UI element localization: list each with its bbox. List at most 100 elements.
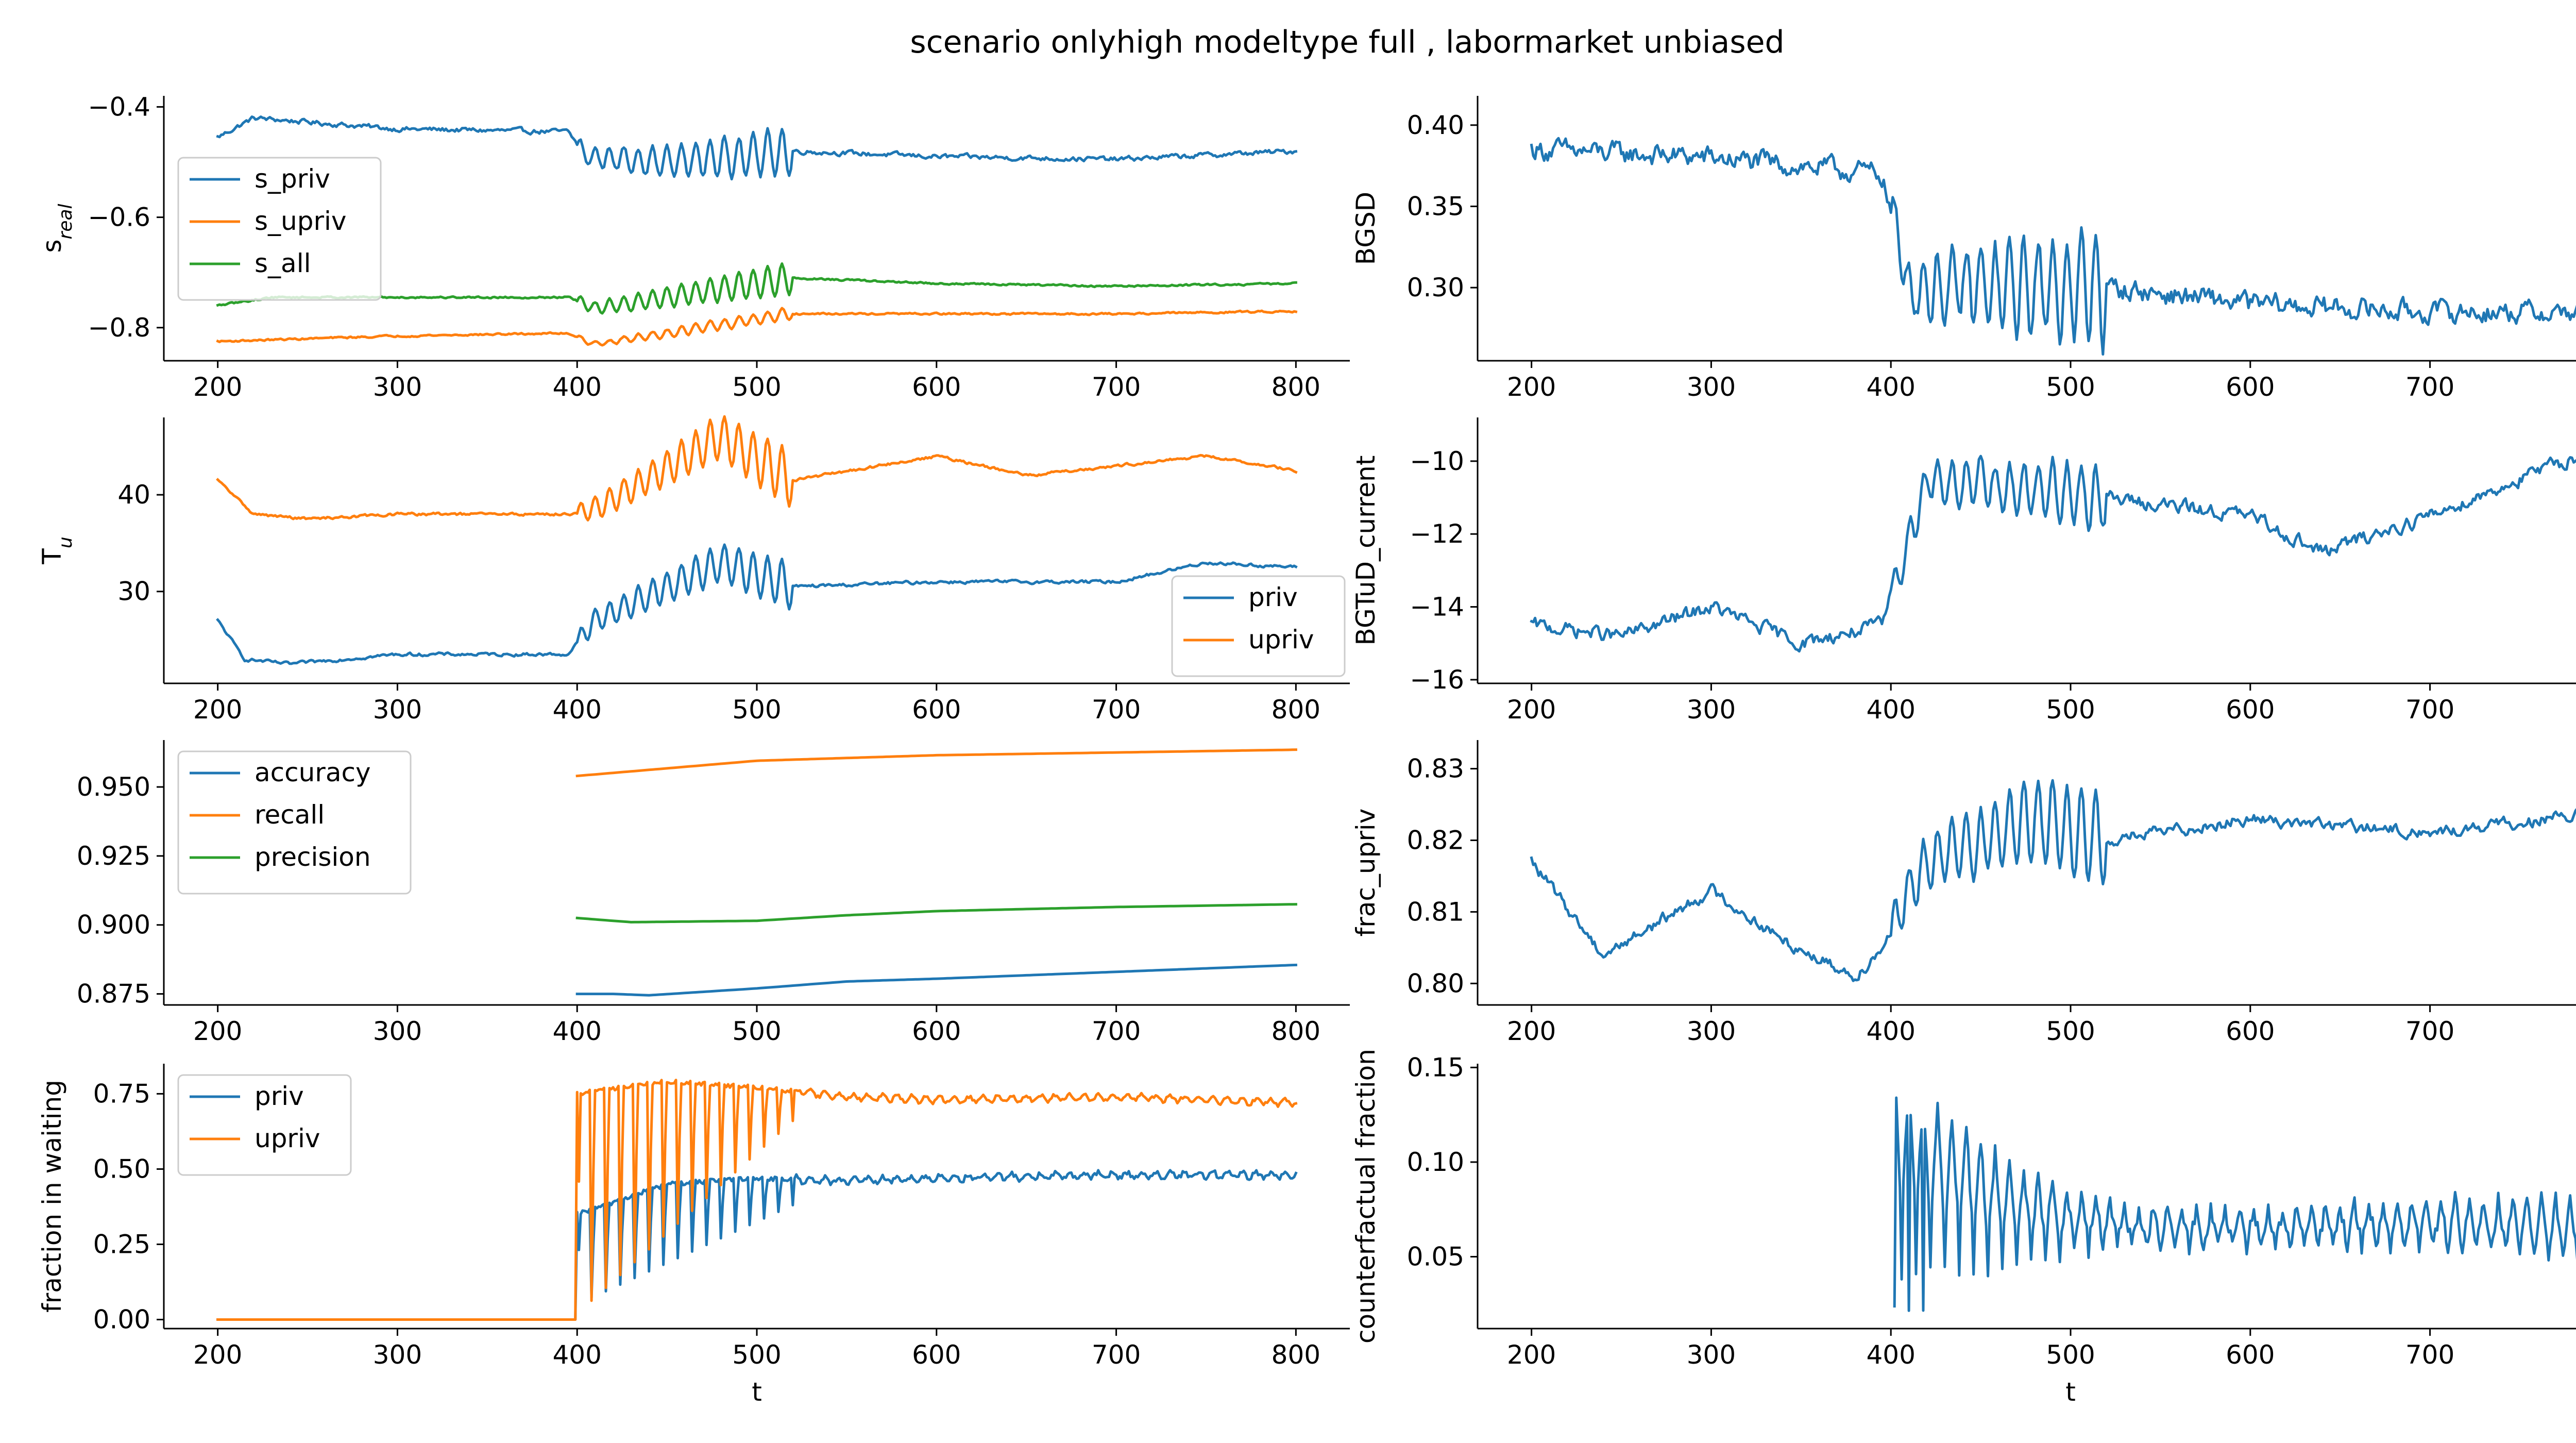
x-tick-label: 300 [373, 1016, 422, 1046]
panel-bgtud: 200300400500600700800−16−14−12−10BGTuD_c… [1351, 417, 2576, 725]
x-tick-label: 500 [2046, 1340, 2095, 1370]
x-tick-label: 400 [1866, 1340, 1915, 1370]
panels: 200 300 400 500 600 700 800−0.8−0.6−0.4sreals_… [37, 92, 2576, 1407]
y-tick-label: 0.950 [77, 772, 150, 802]
y-tick-label: 0.81 [1407, 897, 1464, 927]
y-tick-label: 0.15 [1407, 1052, 1464, 1082]
x-tick-label: 700 [2405, 695, 2454, 725]
frac_upriv-series [1530, 779, 2576, 982]
x-tick-label: 600 [2226, 695, 2275, 725]
x-tick-label: 700 [1092, 1340, 1141, 1370]
metrics-series [575, 748, 1297, 997]
x-tick-label: 600 [2226, 372, 2275, 402]
y-tick-label: −14 [1410, 592, 1464, 622]
x-tick-label: 500 [2046, 695, 2095, 725]
legend-entry: precision [255, 842, 371, 872]
y-tick-label: 0.80 [1407, 968, 1464, 998]
y-tick-label: 0.40 [1407, 110, 1464, 140]
legend-frame [177, 1074, 352, 1176]
x-tick-label: 300 [1687, 1340, 1736, 1370]
x-tick-label: 200 [193, 372, 242, 402]
x-tick-label: 600 [912, 695, 961, 725]
y-axis-label: fraction in waiting [37, 1080, 67, 1313]
y-tick-label: 0.35 [1407, 191, 1464, 221]
series-line-s-all [216, 262, 1297, 315]
x-tick-label: 400 [1866, 372, 1915, 402]
x-tick-label: 300 [373, 695, 422, 725]
waiting-series [216, 1079, 1298, 1321]
series-line-recall [575, 748, 1297, 778]
legend-entry: upriv [255, 1123, 320, 1153]
y-tick-label: 0.75 [93, 1079, 150, 1109]
series-line-s-upriv [216, 307, 1298, 347]
x-tick-label: 400 [1866, 695, 1915, 725]
series-line-priv [216, 543, 1298, 665]
y-tick-label: 0.925 [77, 841, 150, 871]
y-tick-label: −12 [1410, 519, 1464, 549]
y-tick-label: 0.875 [77, 979, 150, 1009]
panel-waiting: 200 300 400 500 600 700 800 0.00 0.25 0.50 0.75 fra… [37, 1064, 1350, 1407]
series-line-bgsd [1530, 137, 2576, 356]
legend-entry: s_all [255, 248, 311, 278]
y-tick-label: 0.30 [1407, 273, 1464, 303]
x-tick-label: 300 [1687, 1016, 1736, 1046]
y-tick-label: 0.10 [1407, 1147, 1464, 1177]
bgsd-series [1530, 137, 2576, 356]
legend-frame [1171, 575, 1346, 677]
legend-entry: priv [1248, 582, 1298, 612]
y-axis-label: BGTuD_current [1351, 456, 1381, 646]
x-tick-label: 800 [1272, 1016, 1320, 1046]
x-tick-label: 200 [1507, 1340, 1556, 1370]
series-line-accuracy [575, 963, 1297, 997]
y-axis-label: frac_upriv [1351, 809, 1381, 937]
y-tick-label: 0.00 [93, 1304, 150, 1334]
x-tick-label: 400 [552, 1016, 601, 1046]
y-tick-label: 0.82 [1407, 825, 1464, 855]
figure-title: scenario onlyhigh modeltype full , labor… [910, 24, 1784, 60]
x-tick-label: 600 [912, 1340, 961, 1370]
x-tick-label: 500 [732, 1340, 781, 1370]
legend-entry: upriv [1248, 625, 1314, 655]
x-tick-label: 400 [552, 1340, 601, 1370]
y-tick-label: −10 [1410, 446, 1464, 476]
y-tick-label: 0.05 [1407, 1241, 1464, 1271]
y-tick-label: 30 [117, 577, 150, 607]
x-tick-label: 700 [2405, 1340, 2454, 1370]
legend: accuracy recall precision [177, 750, 412, 895]
series-line-s-priv [216, 115, 1298, 181]
x-tick-label: 600 [912, 1016, 961, 1046]
series-line-counterfactual-fraction [1893, 1096, 2576, 1312]
x-tick-label: 200 [1507, 1016, 1556, 1046]
x-tick-label: 200 [1507, 695, 1556, 725]
y-tick-label: −16 [1410, 665, 1464, 695]
x-tick-label: 600 [2226, 1016, 2275, 1046]
x-tick-label: 200 [193, 1340, 242, 1370]
x-axis-label: t [2065, 1377, 2076, 1407]
x-tick-label: 200 [193, 1016, 242, 1046]
series-line-upriv [216, 415, 1298, 522]
legend-entry: s_priv [255, 164, 330, 194]
counterfactual-series [1893, 1096, 2576, 1312]
y-tick-label: 40 [117, 480, 150, 510]
s_real-series [216, 115, 1298, 347]
series-line-frac-upriv [1530, 779, 2576, 982]
x-tick-label: 800 [1272, 372, 1320, 402]
x-tick-label: 400 [1866, 1016, 1915, 1046]
legend-entry: recall [255, 800, 325, 830]
x-tick-label: 600 [2226, 1340, 2275, 1370]
series-line-upriv [216, 1079, 1298, 1321]
x-tick-label: 700 [2405, 372, 2454, 402]
y-tick-label: −0.8 [88, 313, 150, 343]
y-axis-label: counterfactual fraction [1351, 1049, 1381, 1344]
x-axis-label: t [752, 1377, 762, 1407]
y-tick-label: −0.6 [88, 203, 150, 232]
y-axis-label: BGSD [1351, 192, 1381, 265]
x-tick-label: 700 [1092, 695, 1141, 725]
x-tick-label: 500 [732, 1016, 781, 1046]
x-tick-label: 200 [193, 695, 242, 725]
y-tick-label: −0.4 [88, 92, 150, 122]
x-tick-label: 400 [552, 372, 601, 402]
panel-metrics: 200 300 400 500 600 700 800 0.875 0.900 0.925 0.95… [77, 740, 1350, 1046]
t_u-series [216, 415, 1298, 665]
